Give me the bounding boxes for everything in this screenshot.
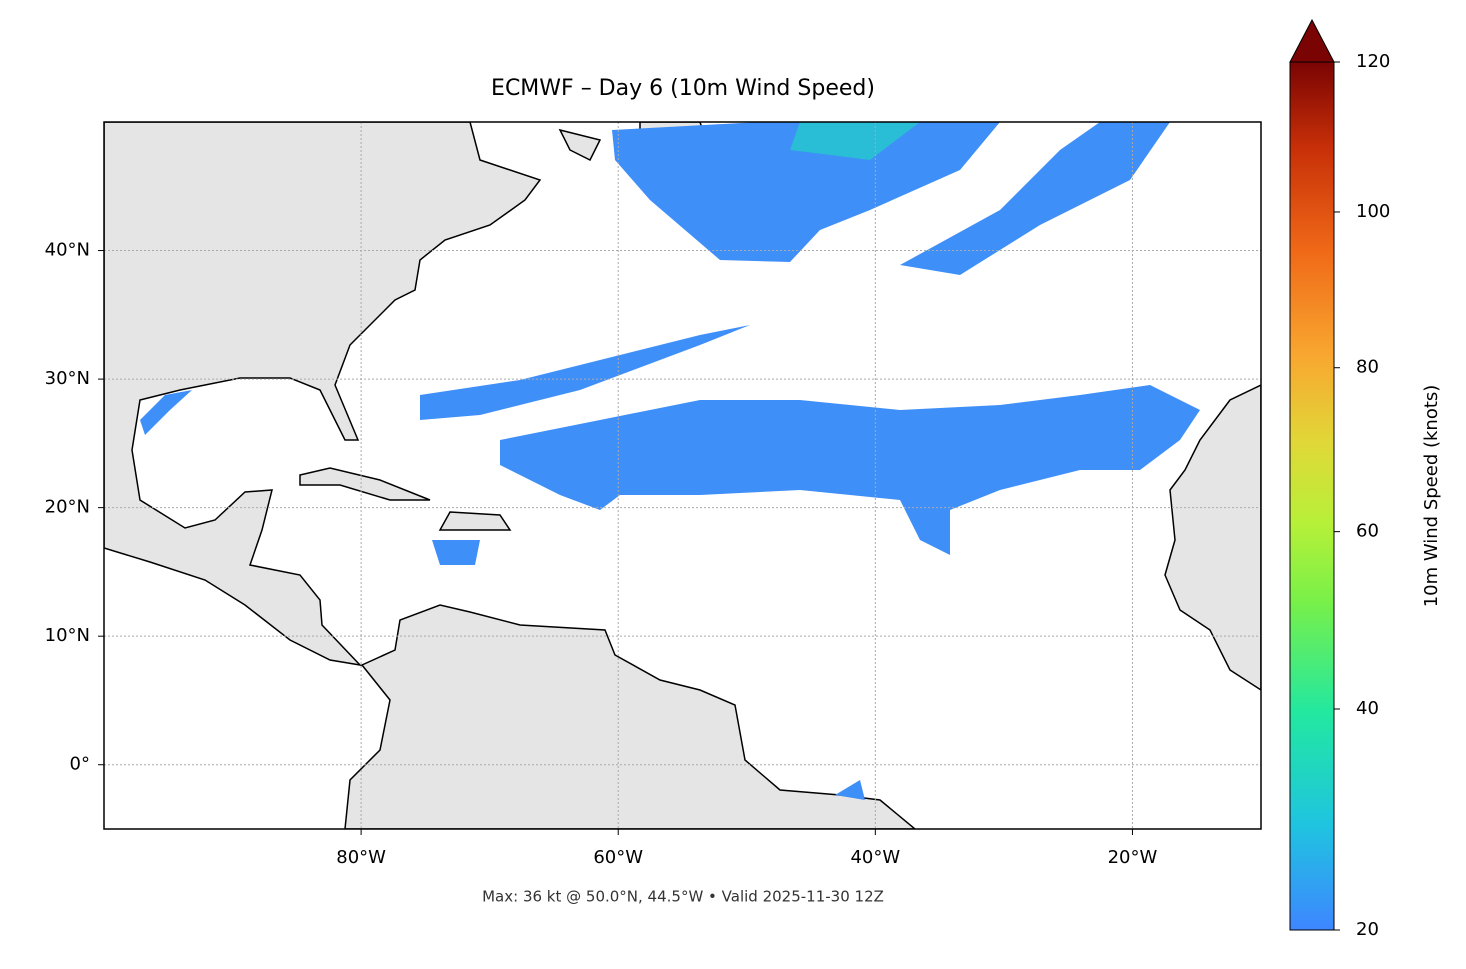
land-africa <box>1164 384 1261 691</box>
wind-area <box>612 122 1000 262</box>
wind-area <box>140 390 192 435</box>
colorbar-label: 10m Wind Speed (knots) <box>1421 385 1442 608</box>
wind-area <box>835 780 865 800</box>
land-newfoundland <box>558 128 602 162</box>
wind-area <box>432 540 480 565</box>
x-tick-label: 20°W <box>1108 847 1158 868</box>
colorbar-tick-label: 20 <box>1356 919 1379 940</box>
land-north-america <box>104 122 542 667</box>
land-south-america <box>344 604 917 829</box>
map-frame <box>103 121 1262 830</box>
wind-area <box>420 325 750 420</box>
colorbar-tick-label: 60 <box>1356 521 1379 542</box>
y-tick-label: 20°N <box>45 497 90 518</box>
y-tick-label: 40°N <box>45 240 90 261</box>
colorbar-tick-label: 120 <box>1356 51 1390 72</box>
footer: Max: 36 kt @ 50.0°N, 44.5°W • Valid 2025… <box>482 888 884 906</box>
x-tick-label: 60°W <box>593 847 643 868</box>
y-tick-label: 30°N <box>45 368 90 389</box>
wind-area <box>500 385 1200 555</box>
wind-area <box>790 122 920 160</box>
y-tick-label: 10°N <box>45 625 90 646</box>
colorbar-tick-label: 40 <box>1356 698 1379 719</box>
land-cuba <box>299 467 431 501</box>
colorbar-tick-label: 100 <box>1356 201 1390 222</box>
y-tick-label: 0° <box>70 754 90 775</box>
land-hispaniola <box>438 511 512 531</box>
x-tick-label: 80°W <box>336 847 386 868</box>
colorbar-tick-label: 80 <box>1356 357 1379 378</box>
title: ECMWF – Day 6 (10m Wind Speed) <box>491 76 875 101</box>
x-tick-label: 40°W <box>850 847 900 868</box>
wind-area <box>900 122 1170 275</box>
colorbar-extend <box>1289 18 1335 63</box>
colorbar <box>1289 61 1335 931</box>
map <box>104 122 1261 829</box>
